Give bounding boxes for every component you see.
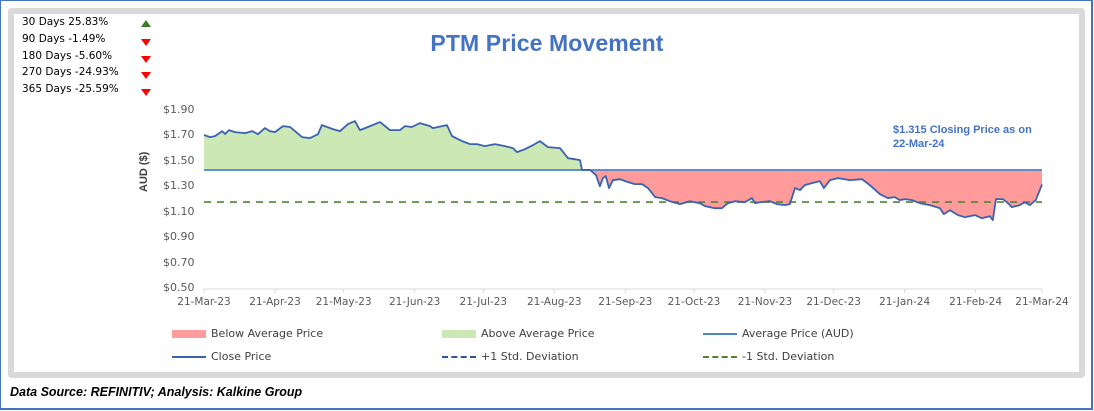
- x-tick-label: 21-May-23: [315, 296, 372, 308]
- performance-item: 365 Days -25.59%: [22, 83, 119, 95]
- x-tick-label: 21-Aug-23: [527, 296, 582, 308]
- legend-label: -1 Std. Deviation: [742, 350, 835, 363]
- legend-line-average: [703, 332, 737, 335]
- legend-item-minus-std: -1 Std. Deviation: [703, 350, 834, 363]
- down-triangle-icon: [141, 39, 151, 46]
- x-tick-label: 21-Mar-23: [177, 296, 231, 308]
- x-tick-label: 21-Jun-23: [388, 296, 441, 308]
- closing-price-annotation: $1.315 Closing Price as on 22-Mar-24: [893, 123, 1053, 151]
- down-triangle-icon: [141, 89, 151, 96]
- legend-item-close-price: Close Price: [172, 350, 271, 363]
- legend-label: Close Price: [211, 350, 272, 363]
- down-triangle-icon: [141, 72, 151, 79]
- close-price-line: [203, 120, 1043, 221]
- legend-item-above-average: Above Average Price: [442, 327, 595, 340]
- performance-item: 270 Days -24.93%: [22, 66, 119, 78]
- legend-line-plus-std: [442, 355, 476, 358]
- legend-line-close: [172, 355, 206, 358]
- x-tick-label: 21-Mar-24: [1015, 296, 1069, 308]
- up-triangle-icon: [141, 20, 151, 27]
- legend-item-below-average: Below Average Price: [172, 327, 323, 340]
- annotation-line-1: $1.315 Closing Price as on: [893, 124, 1032, 136]
- down-triangle-icon: [141, 56, 151, 63]
- y-tick-label: $0.70: [163, 255, 195, 269]
- legend-line-minus-std: [703, 355, 737, 358]
- legend-label: Average Price (AUD): [742, 327, 854, 340]
- x-tick-label: 21-Apr-23: [249, 296, 301, 308]
- x-tick-label: 21-Feb-24: [949, 296, 1003, 308]
- y-tick-label: $1.50: [163, 153, 195, 167]
- y-tick-label: $1.10: [163, 204, 195, 218]
- legend-label: Above Average Price: [481, 327, 595, 340]
- performance-item: 30 Days 25.83%: [22, 16, 109, 28]
- above-average-area: [204, 121, 1042, 171]
- below-average-area: [204, 170, 1042, 221]
- x-tick-label: 21-Nov-23: [737, 296, 793, 308]
- chart-title: PTM Price Movement: [430, 30, 664, 56]
- y-tick-label: $1.90: [163, 103, 195, 116]
- y-tick-label: $0.50: [163, 281, 195, 294]
- legend-label: +1 Std. Deviation: [481, 350, 579, 363]
- legend-swatch-above: [442, 329, 476, 338]
- data-source-note: Data Source: REFINITIV; Analysis: Kalkin…: [10, 385, 303, 399]
- annotation-line-2: 22-Mar-24: [893, 138, 945, 150]
- legend-label: Below Average Price: [211, 327, 324, 340]
- x-tick-label: 21-Sep-23: [598, 296, 653, 308]
- y-tick-label: $0.90: [163, 230, 195, 244]
- legend-item-plus-std: +1 Std. Deviation: [442, 350, 579, 363]
- legend-item-average-price: Average Price (AUD): [703, 327, 854, 340]
- x-tick-label: 21-Jan-24: [879, 296, 931, 308]
- performance-item: 180 Days -5.60%: [22, 50, 113, 62]
- legend-swatch-below: [172, 329, 206, 338]
- performance-item: 90 Days -1.49%: [22, 33, 106, 45]
- x-tick-label: 21-Jul-23: [459, 296, 508, 308]
- y-tick-label: $1.70: [163, 128, 195, 142]
- y-tick-label: $1.30: [163, 179, 195, 193]
- x-tick-label: 21-Oct-23: [667, 296, 721, 308]
- x-tick-label: 21-Dec-23: [806, 296, 861, 308]
